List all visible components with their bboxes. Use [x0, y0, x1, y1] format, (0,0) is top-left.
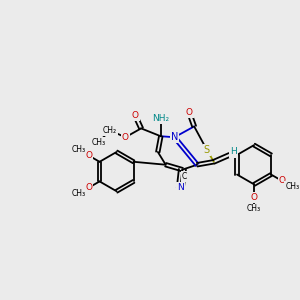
Text: O: O	[85, 183, 92, 192]
Text: O: O	[132, 111, 139, 120]
Text: N: N	[171, 132, 178, 142]
Text: N: N	[177, 183, 184, 192]
Text: O: O	[279, 176, 286, 185]
Text: NH₂: NH₂	[152, 114, 169, 123]
Text: H: H	[230, 148, 237, 157]
Text: O: O	[85, 151, 92, 160]
Text: CH₃: CH₃	[247, 204, 261, 213]
Text: CH₃: CH₃	[92, 138, 106, 147]
Text: O: O	[250, 193, 258, 202]
Text: O: O	[122, 133, 129, 142]
Text: C: C	[182, 172, 187, 181]
Text: O: O	[186, 108, 193, 117]
Text: S: S	[204, 145, 210, 155]
Text: CH₃: CH₃	[71, 145, 85, 154]
Text: CH₃: CH₃	[285, 182, 299, 191]
Text: CH₃: CH₃	[71, 189, 85, 198]
Text: CH₂: CH₂	[103, 126, 117, 135]
